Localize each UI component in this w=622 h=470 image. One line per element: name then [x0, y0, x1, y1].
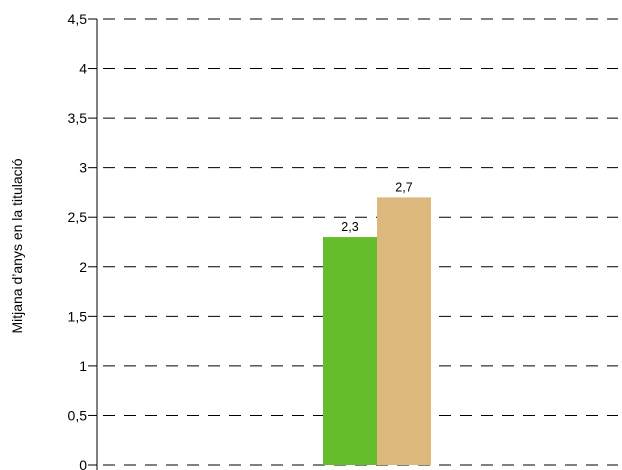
y-tick-label: 2	[79, 259, 87, 275]
bar-value-label: 2,3	[341, 220, 358, 234]
y-tick-label: 0,5	[68, 407, 88, 423]
y-tick-label: 1,5	[68, 308, 88, 324]
bar	[323, 237, 377, 465]
bars	[323, 197, 431, 465]
y-axis-ticks: 0 0,5 1 1,5 2 2,5 3 3,5 4 4,5	[68, 11, 97, 470]
bar	[377, 197, 431, 465]
y-tick-label: 2,5	[68, 209, 88, 225]
y-axis-label: Mitjana d’anys en la titulació	[9, 158, 25, 333]
y-tick-label: 3	[79, 160, 87, 176]
y-tick-label: 4,5	[68, 11, 88, 27]
bar-value-label: 2,7	[395, 180, 412, 194]
y-tick-label: 3,5	[68, 110, 88, 126]
y-tick-label: 4	[79, 61, 87, 77]
y-tick-label: 0	[79, 457, 87, 470]
y-tick-label: 1	[79, 358, 87, 374]
data-labels: 2,3 2,7	[341, 180, 412, 234]
